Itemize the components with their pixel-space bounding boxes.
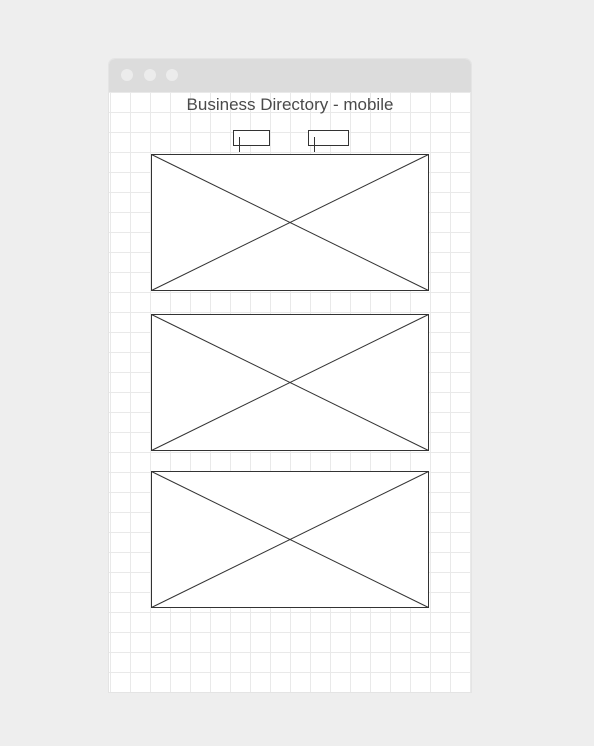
page-title: Business Directory - mobile bbox=[186, 95, 394, 114]
window-titlebar bbox=[109, 59, 471, 92]
listing-image-placeholder-3[interactable] bbox=[151, 471, 429, 608]
window-maximize-button[interactable] bbox=[166, 69, 178, 81]
tab-button-1[interactable] bbox=[233, 130, 270, 152]
wireframe-canvas: Business Directory - mobile bbox=[109, 92, 471, 692]
listing-image-placeholder-1[interactable] bbox=[151, 154, 429, 291]
listing-image-placeholder-2[interactable] bbox=[151, 314, 429, 451]
window-minimize-button[interactable] bbox=[144, 69, 156, 81]
text-cursor bbox=[314, 137, 315, 152]
window-close-button[interactable] bbox=[121, 69, 133, 81]
app-window: Business Directory - mobile bbox=[109, 59, 471, 692]
text-cursor bbox=[239, 137, 240, 152]
tab-button-2[interactable] bbox=[308, 130, 349, 152]
